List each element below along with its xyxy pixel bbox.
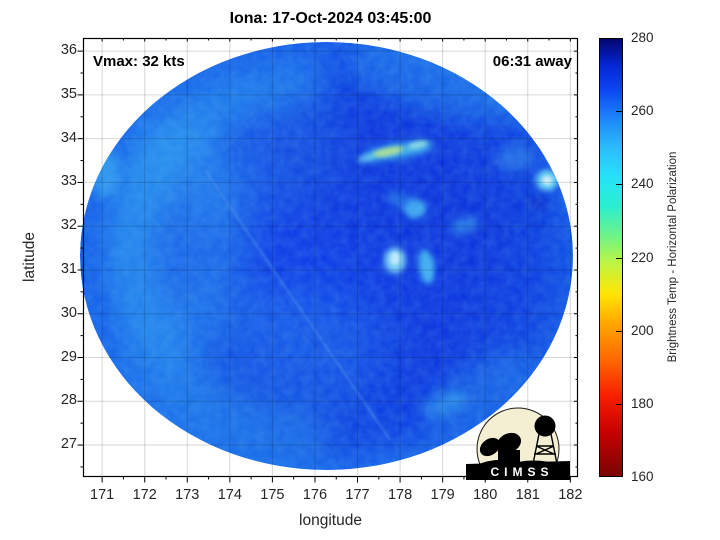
x-tick-label: 177 bbox=[345, 487, 370, 503]
y-axis-label: latitude bbox=[21, 232, 38, 282]
satellite-dish-icon bbox=[496, 432, 522, 454]
x-tick-label: 176 bbox=[302, 487, 328, 503]
grid-lines bbox=[83, 38, 578, 477]
plot-area bbox=[77, 37, 579, 483]
x-axis-label: longitude bbox=[299, 512, 362, 529]
colorbar-tick-mark bbox=[616, 403, 623, 405]
water-tower-tank-icon bbox=[534, 415, 556, 437]
colorbar-tick-label: 180 bbox=[631, 395, 654, 411]
x-tick-label: 173 bbox=[175, 487, 200, 503]
colorbar-tick-mark bbox=[616, 330, 623, 332]
x-tick-label: 182 bbox=[558, 487, 583, 503]
x-tick-label: 180 bbox=[473, 487, 498, 503]
y-tick-label: 30 bbox=[60, 304, 77, 321]
x-tick-label: 178 bbox=[387, 487, 413, 503]
y-tick-label: 31 bbox=[60, 260, 77, 277]
colorbar-tick-label: 260 bbox=[631, 103, 654, 119]
colorbar-tick-mark bbox=[616, 184, 623, 186]
x-tick-label: 179 bbox=[430, 487, 455, 503]
colorbar-tick-mark bbox=[616, 257, 623, 259]
y-tick-label: 36 bbox=[60, 42, 77, 59]
y-tick-label: 34 bbox=[60, 129, 77, 146]
colorbar-tick-label: 160 bbox=[631, 469, 654, 484]
y-tick-label: 29 bbox=[60, 348, 77, 365]
cimss-banner bbox=[466, 461, 570, 480]
colorbar-tick-mark bbox=[616, 111, 623, 113]
colorbar-tick-label: 240 bbox=[631, 176, 654, 192]
axes-box bbox=[82, 37, 579, 478]
colorbar-label: Brightness Temp - Horizontal Polarizatio… bbox=[667, 151, 679, 363]
cimss-logo-text: CIMSS bbox=[490, 465, 553, 479]
eta-annotation: 06:31 away bbox=[492, 53, 572, 70]
satellite-swath-disk bbox=[80, 42, 573, 470]
colorbar-tick-label: 280 bbox=[631, 30, 654, 45]
water-tower-legs-icon bbox=[532, 433, 558, 465]
x-tick-label: 181 bbox=[515, 487, 540, 503]
x-tick-label: 174 bbox=[217, 487, 242, 503]
colorbar-tick-label: 200 bbox=[631, 322, 654, 338]
satellite-dish-icon bbox=[479, 437, 501, 457]
x-tick-label: 171 bbox=[90, 487, 115, 503]
y-tick-label: 28 bbox=[60, 392, 77, 409]
cimss-logo: CIMSS bbox=[466, 407, 570, 480]
y-tick-label: 33 bbox=[60, 173, 77, 190]
y-tick-label: 35 bbox=[60, 85, 77, 102]
colorbar-tick-label: 220 bbox=[631, 249, 654, 265]
plot-title: Iona: 17-Oct-2024 03:45:00 bbox=[229, 10, 432, 27]
y-tick-label: 27 bbox=[60, 436, 77, 453]
y-tick-label: 32 bbox=[60, 217, 77, 234]
x-tick-label: 175 bbox=[260, 487, 285, 503]
x-tick-label: 172 bbox=[132, 487, 157, 503]
vmax-annotation: Vmax: 32 kts bbox=[93, 53, 185, 70]
